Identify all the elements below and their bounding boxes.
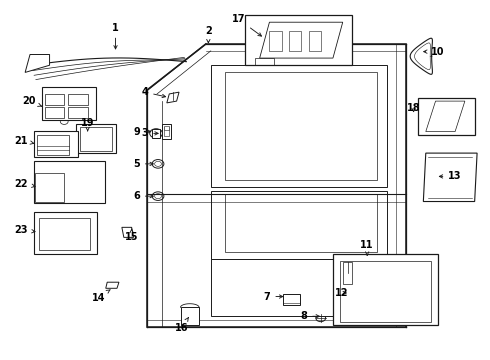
Text: 3: 3 bbox=[142, 129, 158, 138]
Text: 1: 1 bbox=[112, 23, 119, 49]
Bar bbox=[283, 294, 300, 305]
Polygon shape bbox=[225, 72, 377, 180]
Bar bbox=[37, 135, 69, 155]
Bar bbox=[68, 94, 88, 105]
Text: 21: 21 bbox=[15, 136, 34, 145]
Polygon shape bbox=[106, 282, 119, 288]
Polygon shape bbox=[340, 261, 431, 321]
Circle shape bbox=[50, 232, 57, 237]
Bar bbox=[34, 161, 105, 203]
Bar bbox=[34, 131, 78, 157]
Polygon shape bbox=[225, 194, 377, 252]
Bar bbox=[164, 126, 169, 130]
Circle shape bbox=[152, 159, 164, 168]
Text: 23: 23 bbox=[15, 225, 35, 235]
Text: 10: 10 bbox=[424, 46, 445, 57]
Text: 22: 22 bbox=[15, 179, 35, 189]
Text: 16: 16 bbox=[175, 318, 189, 333]
Circle shape bbox=[40, 241, 47, 246]
Circle shape bbox=[60, 119, 68, 125]
Circle shape bbox=[60, 232, 67, 237]
Circle shape bbox=[59, 175, 84, 193]
Bar bbox=[180, 307, 199, 325]
Text: 7: 7 bbox=[264, 292, 283, 302]
Text: 17: 17 bbox=[232, 14, 262, 36]
Polygon shape bbox=[211, 65, 387, 187]
Bar bbox=[45, 94, 64, 105]
Polygon shape bbox=[167, 92, 179, 103]
Circle shape bbox=[40, 232, 47, 237]
Bar bbox=[45, 107, 64, 118]
Text: 14: 14 bbox=[92, 289, 110, 303]
Polygon shape bbox=[423, 153, 477, 202]
Text: 19: 19 bbox=[81, 118, 95, 131]
Circle shape bbox=[109, 283, 115, 287]
Bar bbox=[76, 124, 116, 153]
Circle shape bbox=[50, 241, 57, 246]
Bar bbox=[152, 129, 160, 138]
Circle shape bbox=[155, 194, 161, 199]
Polygon shape bbox=[122, 227, 134, 237]
Bar bbox=[333, 253, 438, 325]
Circle shape bbox=[150, 129, 162, 138]
Text: 20: 20 bbox=[22, 96, 42, 107]
Polygon shape bbox=[162, 125, 171, 139]
Bar bbox=[164, 127, 169, 136]
Circle shape bbox=[52, 169, 91, 198]
Circle shape bbox=[60, 241, 67, 246]
Polygon shape bbox=[426, 101, 465, 132]
Text: 2: 2 bbox=[205, 26, 212, 43]
Circle shape bbox=[316, 315, 326, 321]
Text: 13: 13 bbox=[440, 171, 462, 181]
Text: 6: 6 bbox=[133, 191, 153, 201]
Polygon shape bbox=[211, 191, 387, 259]
Bar bbox=[68, 107, 88, 118]
Text: 8: 8 bbox=[300, 311, 319, 321]
Circle shape bbox=[152, 192, 164, 201]
Bar bbox=[418, 98, 475, 135]
Text: 5: 5 bbox=[133, 159, 153, 169]
Bar bbox=[80, 127, 112, 150]
Bar bbox=[245, 15, 352, 65]
Bar bbox=[289, 31, 301, 51]
Text: 9: 9 bbox=[133, 127, 151, 136]
Bar bbox=[39, 218, 90, 250]
Bar bbox=[309, 31, 321, 51]
Polygon shape bbox=[211, 259, 387, 316]
Text: 15: 15 bbox=[125, 229, 138, 242]
Polygon shape bbox=[147, 44, 406, 327]
Text: 11: 11 bbox=[361, 239, 374, 255]
Bar bbox=[35, 173, 64, 202]
Polygon shape bbox=[260, 22, 343, 58]
Bar bbox=[270, 31, 282, 51]
Text: 12: 12 bbox=[335, 288, 348, 298]
Text: 18: 18 bbox=[407, 103, 420, 113]
Bar bbox=[42, 87, 96, 120]
Polygon shape bbox=[25, 54, 49, 72]
Text: 4: 4 bbox=[142, 87, 166, 98]
Circle shape bbox=[155, 161, 161, 166]
Bar bbox=[34, 212, 98, 253]
